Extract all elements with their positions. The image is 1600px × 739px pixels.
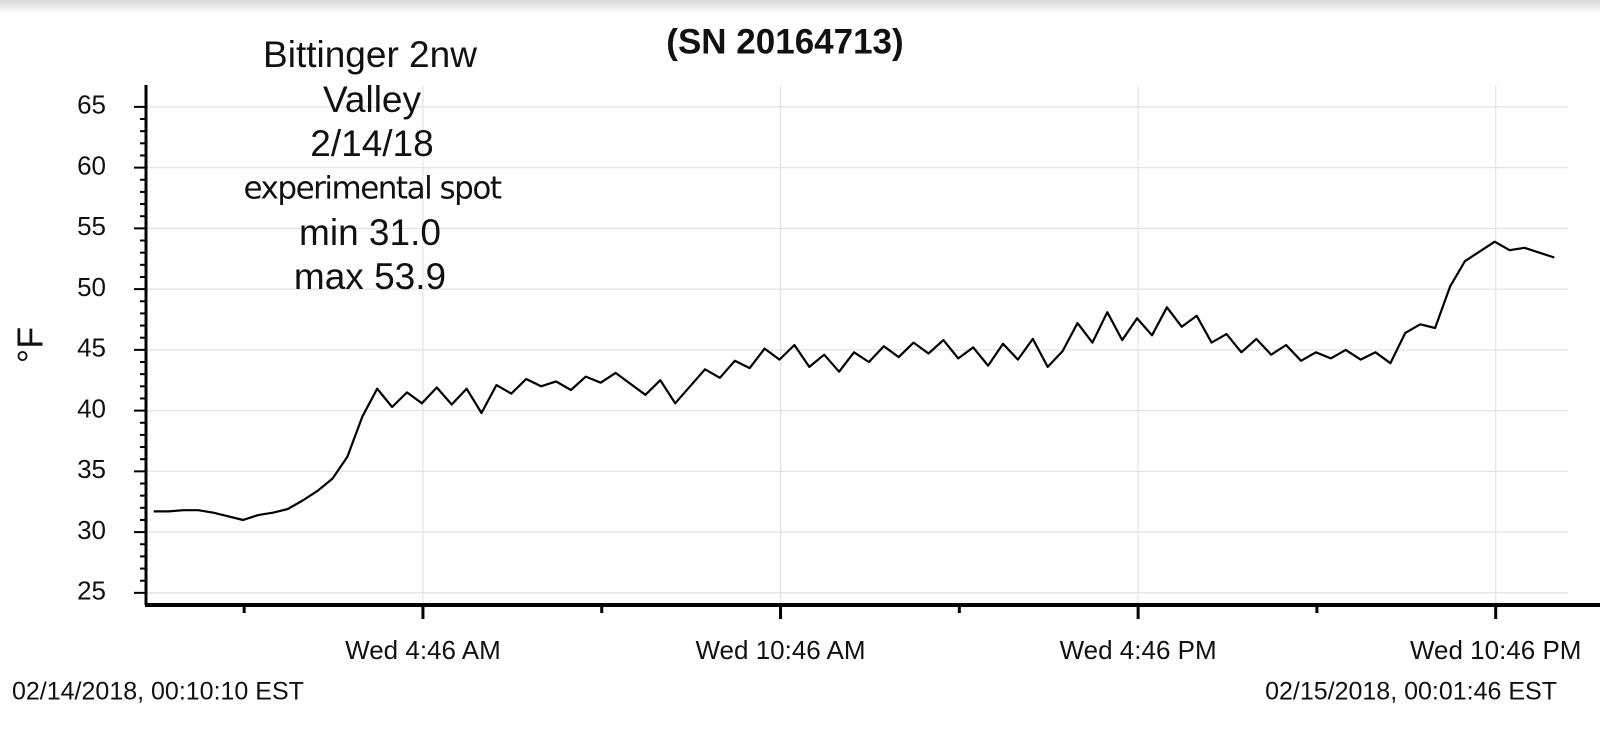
- x-tick-label: Wed 10:46 PM: [1410, 635, 1582, 665]
- y-axis-label: °F: [10, 327, 51, 363]
- annotation: max 53.9: [294, 256, 446, 297]
- annotation: min 31.0: [299, 212, 441, 253]
- y-tick-label: 55: [77, 211, 106, 241]
- x-tick-label: Wed 10:46 AM: [695, 635, 865, 665]
- data-line: [153, 240, 1555, 522]
- y-tick-label: 40: [77, 393, 106, 423]
- y-tick-label: 25: [77, 576, 106, 606]
- y-tick-label: 30: [77, 515, 106, 545]
- annotation: Bittinger 2nw: [263, 34, 477, 75]
- chart-title: (SN 20164713): [666, 22, 903, 61]
- annotation: 2/14/18: [310, 123, 433, 164]
- annotation: experimental spot: [244, 171, 502, 207]
- start-time: 02/14/2018, 00:10:10 EST: [12, 678, 304, 706]
- x-tick-label: Wed 4:46 AM: [345, 635, 501, 665]
- plot: [153, 240, 1555, 522]
- annotation: Valley: [323, 79, 422, 120]
- x-tick-label: Wed 4:46 PM: [1060, 635, 1217, 665]
- y-tick-label: 65: [77, 90, 106, 120]
- y-tick-label: 60: [77, 150, 106, 180]
- y-tick-label: 35: [77, 454, 106, 484]
- y-tick-label: 45: [77, 333, 106, 363]
- grid: [146, 85, 1568, 605]
- end-time: 02/15/2018, 00:01:46 EST: [1265, 678, 1557, 706]
- top-shade: [0, 0, 1600, 14]
- y-tick-label: 50: [77, 272, 106, 302]
